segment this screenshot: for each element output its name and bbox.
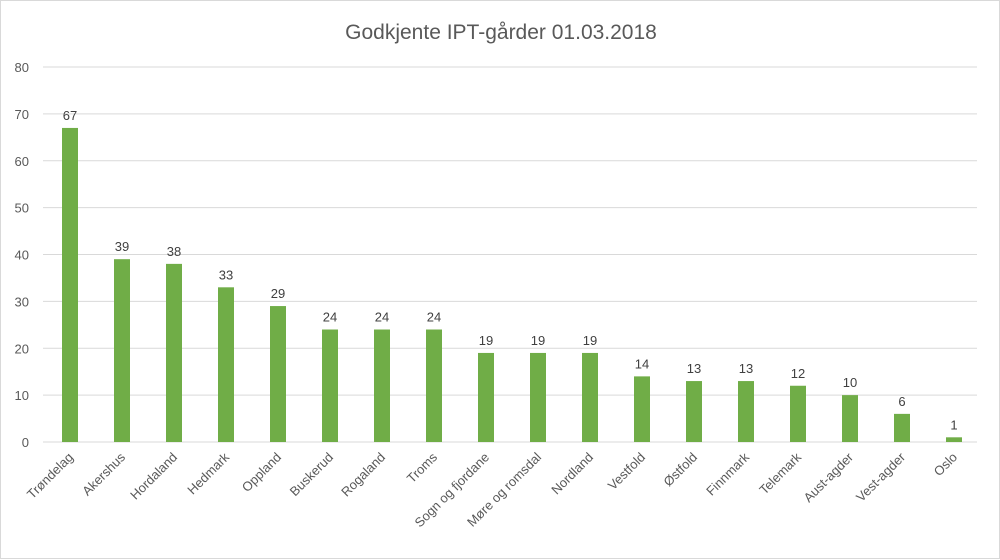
- data-label: 13: [739, 361, 753, 376]
- x-tick-label: Rogaland: [338, 450, 388, 500]
- bar: [62, 127, 78, 442]
- data-label: 33: [219, 267, 233, 282]
- x-tick-label: Akershus: [79, 449, 128, 498]
- bar: [634, 376, 650, 442]
- data-label: 19: [531, 333, 545, 348]
- x-tick-label: Hordaland: [127, 450, 180, 503]
- bar: [114, 259, 130, 442]
- x-tick-label: Oppland: [239, 450, 284, 495]
- data-label: 1: [950, 417, 957, 432]
- data-label: 29: [271, 286, 285, 301]
- data-label: 13: [687, 361, 701, 376]
- x-tick-label: Oslo: [931, 450, 961, 480]
- bar: [426, 329, 442, 442]
- x-tick-label: Nordland: [548, 450, 596, 498]
- x-tick-label: Østfold: [660, 450, 700, 490]
- data-label: 19: [583, 333, 597, 348]
- data-label: 12: [791, 366, 805, 381]
- x-tick-label: Vestfold: [605, 450, 648, 493]
- data-label: 24: [375, 310, 389, 325]
- y-tick-label: 10: [15, 388, 29, 403]
- x-tick-label: Trøndelag: [24, 450, 76, 502]
- bar: [374, 329, 390, 442]
- y-tick-label: 30: [15, 294, 29, 309]
- y-tick-label: 20: [15, 341, 29, 356]
- data-label: 38: [167, 244, 181, 259]
- data-label: 14: [635, 356, 649, 371]
- bar: [322, 329, 338, 442]
- bar: [790, 385, 806, 442]
- bar: [478, 352, 494, 442]
- bar: [530, 352, 546, 442]
- x-tick-label: Buskerud: [287, 450, 336, 499]
- chart-title: Godkjente IPT-gårder 01.03.2018: [345, 21, 657, 44]
- bar: [218, 287, 234, 442]
- data-label: 39: [115, 239, 129, 254]
- x-tick-label: Aust-agder: [801, 449, 857, 505]
- x-tick-label: Vest-agder: [853, 449, 909, 505]
- data-label: 6: [898, 394, 905, 409]
- y-tick-label: 40: [15, 248, 29, 263]
- y-tick-label: 70: [15, 107, 29, 122]
- data-label: 67: [63, 108, 77, 123]
- data-label: 24: [323, 310, 337, 325]
- x-tick-label: Telemark: [756, 449, 804, 497]
- data-label: 19: [479, 333, 493, 348]
- y-tick-label: 50: [15, 201, 29, 216]
- bar: [582, 352, 598, 442]
- bar: [686, 381, 702, 442]
- data-label: 24: [427, 310, 441, 325]
- x-tick-label: Finnmark: [703, 449, 752, 498]
- x-tick-label: Hedmark: [184, 449, 232, 497]
- x-tick-label: Troms: [404, 449, 441, 486]
- bar: [946, 437, 962, 442]
- bar: [894, 413, 910, 442]
- bar: [270, 306, 286, 442]
- bar: [166, 263, 182, 442]
- data-label: 10: [843, 375, 857, 390]
- y-tick-label: 60: [15, 154, 29, 169]
- y-tick-label: 80: [15, 60, 29, 75]
- bar: [842, 395, 858, 442]
- bar: [738, 381, 754, 442]
- y-tick-label: 0: [22, 435, 29, 450]
